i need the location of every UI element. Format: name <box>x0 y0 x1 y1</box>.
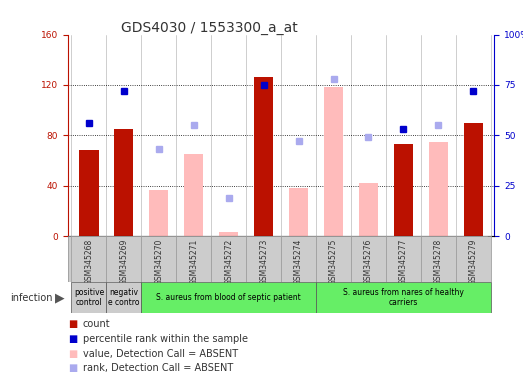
Bar <box>456 236 491 282</box>
Text: GSM345277: GSM345277 <box>399 238 408 285</box>
Text: GSM345274: GSM345274 <box>294 238 303 285</box>
Bar <box>72 236 106 282</box>
Text: GSM345275: GSM345275 <box>329 238 338 285</box>
Text: ■: ■ <box>69 363 78 373</box>
Bar <box>324 88 343 236</box>
Bar <box>141 282 316 313</box>
Text: ■: ■ <box>69 349 78 359</box>
Text: GSM345270: GSM345270 <box>154 238 163 285</box>
Bar <box>72 282 106 313</box>
Text: infection: infection <box>10 293 53 303</box>
Text: GSM345276: GSM345276 <box>364 238 373 285</box>
Text: rank, Detection Call = ABSENT: rank, Detection Call = ABSENT <box>83 363 233 373</box>
Text: ▶: ▶ <box>55 291 65 304</box>
Bar <box>106 236 141 282</box>
Bar <box>106 282 141 313</box>
Bar <box>464 123 483 236</box>
Text: GSM345272: GSM345272 <box>224 238 233 285</box>
Text: value, Detection Call = ABSENT: value, Detection Call = ABSENT <box>83 349 238 359</box>
Bar <box>176 236 211 282</box>
Bar <box>149 190 168 236</box>
Text: GSM345278: GSM345278 <box>434 238 443 285</box>
Bar <box>219 232 238 236</box>
Bar <box>429 142 448 236</box>
Text: ■: ■ <box>69 334 78 344</box>
Bar <box>386 236 421 282</box>
Bar <box>79 151 98 236</box>
Bar <box>316 236 351 282</box>
Bar <box>115 129 133 236</box>
Text: GSM345269: GSM345269 <box>119 238 128 285</box>
Text: ■: ■ <box>69 319 78 329</box>
Text: GDS4030 / 1553300_a_at: GDS4030 / 1553300_a_at <box>121 21 298 35</box>
Bar <box>351 236 386 282</box>
Text: GSM345268: GSM345268 <box>84 238 94 285</box>
Bar <box>421 236 456 282</box>
Bar <box>394 144 413 236</box>
Bar <box>359 183 378 236</box>
Bar <box>289 188 308 236</box>
Text: count: count <box>83 319 110 329</box>
Bar <box>211 236 246 282</box>
Bar <box>316 282 491 313</box>
Text: GSM345273: GSM345273 <box>259 238 268 285</box>
Text: S. aureus from nares of healthy
carriers: S. aureus from nares of healthy carriers <box>343 288 464 307</box>
Text: negativ
e contro: negativ e contro <box>108 288 140 307</box>
Text: percentile rank within the sample: percentile rank within the sample <box>83 334 247 344</box>
Bar <box>141 236 176 282</box>
Text: GSM345279: GSM345279 <box>469 238 478 285</box>
Text: positive
control: positive control <box>74 288 104 307</box>
Text: S. aureus from blood of septic patient: S. aureus from blood of septic patient <box>156 293 301 302</box>
Bar <box>254 78 273 236</box>
Bar <box>184 154 203 236</box>
Bar <box>246 236 281 282</box>
Text: GSM345271: GSM345271 <box>189 238 198 285</box>
Bar <box>281 236 316 282</box>
